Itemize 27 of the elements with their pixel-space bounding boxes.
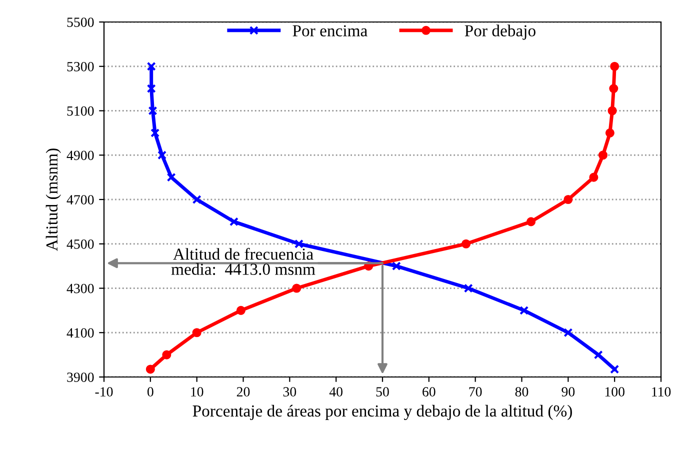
x-tick-label: 90 — [562, 387, 575, 396]
y-tick-label: 5100 — [67, 106, 94, 116]
x-tick-label: 80 — [515, 387, 528, 396]
x-tick-label: 40 — [329, 387, 342, 396]
y-tick-label: 4500 — [66, 239, 94, 249]
y-tick-label: 4100 — [66, 328, 94, 338]
y-axis-title: Altitud (msnm) — [46, 148, 61, 251]
x-tick-label: 70 — [469, 387, 482, 396]
x-tick-label: 110 — [652, 387, 671, 396]
x-tick-label: 100 — [605, 387, 624, 396]
y-tick-label: 3900 — [67, 372, 94, 382]
x-tick-label: 10 — [191, 387, 204, 396]
y-tick-label: 4900 — [66, 150, 94, 160]
x-tick-label: 50 — [376, 387, 389, 396]
x-tick-label: 30 — [283, 387, 296, 396]
y-tick-label: 4300 — [66, 284, 94, 294]
x-tick-label: 60 — [422, 387, 436, 396]
y-tick-label: 4700 — [66, 195, 94, 204]
legend-label: Por debajo — [464, 24, 536, 40]
y-tick-label: 5500 — [67, 18, 94, 27]
annotation: Altitud de frecuencia media: 4413.0 msnm — [171, 248, 316, 275]
x-tick-label: 0 — [147, 387, 154, 396]
legend-label: Por encima — [292, 25, 368, 36]
x-tick-label: 20 — [236, 387, 250, 396]
x-tick-label: -10 — [95, 387, 113, 396]
y-tick-label: 5300 — [67, 62, 94, 72]
x-axis-title: Porcentaje de áreas por encima y debajo de la altitud (%) — [192, 404, 572, 420]
